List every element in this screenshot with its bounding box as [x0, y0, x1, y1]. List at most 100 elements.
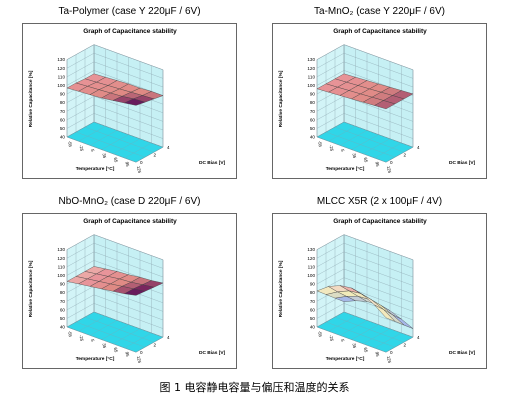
z-axis-label: Relative Capacitance [%] [278, 260, 284, 317]
floor-grid-line [78, 126, 106, 142]
x-tick-label: -25 [79, 335, 85, 343]
y-tick-label: 4 [417, 145, 420, 150]
z-tick-label: 70 [310, 299, 316, 304]
floor-grid-line [135, 147, 164, 163]
floor-grid-line [339, 320, 368, 336]
floor-grid-line [75, 131, 146, 158]
floor-grid-line [89, 130, 118, 146]
x-tick-label: 65 [113, 157, 119, 163]
floor-grid-line [316, 136, 387, 163]
floor-grid-line [343, 311, 414, 338]
floor-grid-line [351, 324, 379, 340]
x-tick-label: -55 [317, 330, 323, 338]
floor-grid-line [84, 126, 155, 153]
floor-grid-line [374, 142, 402, 159]
floor-grid-line [101, 324, 129, 340]
z-tick-label: 40 [60, 325, 66, 330]
surface-cell [123, 98, 146, 106]
chart-title: Graph of Capacitance stability [333, 28, 427, 35]
panel-title: MLCC X5R (2 x 100μF / 4V) [316, 196, 443, 207]
panel-title: Ta-Polymer (case Y 220μF / 6V) [58, 6, 201, 17]
x-tick-label: -55 [317, 140, 323, 148]
floor-grid-line [93, 311, 164, 338]
y-tick-label: 4 [167, 145, 170, 150]
z-tick-label: 100 [57, 273, 65, 278]
x-tick-label: 125 [136, 166, 142, 175]
x-tick-label: -55 [67, 140, 73, 148]
floor-grid-line [339, 130, 368, 146]
x-tick-label: 125 [386, 356, 392, 365]
surface-cell [374, 100, 396, 110]
x-axis-label: Temperature [°C] [326, 166, 365, 172]
chart-frame: Graph of Capacitance stability 130 120 110 1… [272, 23, 487, 179]
z-tick-label: 110 [308, 74, 316, 79]
z-tick-label: 60 [60, 117, 66, 122]
x-tick-label: 95 [375, 161, 381, 167]
x-axis-label: Temperature [°C] [76, 166, 115, 172]
surface-chart: Graph of Capacitance stability 130 120 110 1… [278, 218, 476, 365]
z-tick-label: 80 [310, 100, 316, 105]
y-axis-label: DC Bias [V] [199, 160, 226, 166]
chart-title: Graph of Capacitance stability [333, 218, 427, 225]
y-tick-label: 0 [390, 160, 393, 165]
y-tick-label: 0 [390, 350, 393, 355]
x-tick-label: 65 [113, 347, 119, 353]
floor-grid-line [135, 337, 164, 353]
z-tick-label: 40 [60, 135, 66, 140]
floor-grid-line [78, 316, 106, 332]
z-tick-label: 90 [60, 92, 66, 97]
x-tick-label: 65 [363, 157, 369, 163]
z-tick-label: 130 [307, 57, 315, 62]
z-tick-label: 120 [57, 256, 65, 261]
z-tick-label: 60 [60, 307, 66, 312]
side-wall [316, 234, 345, 328]
x-tick-label: 95 [125, 161, 131, 167]
floor-grid-line [66, 121, 95, 138]
y-tick-label: 4 [417, 335, 420, 340]
x-tick-label: 65 [363, 347, 369, 353]
z-tick-label: 40 [310, 325, 316, 330]
floor-grid-line [101, 134, 129, 150]
floor-grid-line [385, 337, 414, 353]
z-tick-label: 70 [60, 299, 66, 304]
z-tick-label: 50 [60, 126, 66, 131]
x-tick-label: 95 [125, 351, 131, 357]
floor-grid-line [316, 326, 387, 353]
floor-grid-line [316, 311, 345, 328]
x-tick-label: 95 [375, 351, 381, 357]
z-tick-label: 110 [308, 264, 316, 269]
floor-grid-line [325, 131, 396, 158]
floor-grid-line [334, 316, 405, 343]
floor-grid-line [66, 326, 137, 353]
chart-frame: Graph of Capacitance stability 130 120 110 1… [272, 213, 487, 369]
z-tick-label: 110 [58, 264, 66, 269]
z-tick-label: 120 [307, 66, 315, 71]
z-tick-label: 80 [60, 100, 66, 105]
y-axis-label: DC Bias [V] [449, 350, 476, 356]
floor-grid-line [328, 316, 356, 332]
y-axis-label: DC Bias [V] [199, 350, 226, 356]
z-tick-label: 50 [310, 316, 316, 321]
surface-chart: Graph of Capacitance stability 130 120 110 1… [28, 28, 226, 175]
floor-grid-line [89, 320, 118, 336]
z-tick-label: 40 [310, 135, 316, 140]
floor-grid-line [112, 138, 141, 154]
x-tick-label: -25 [329, 145, 335, 153]
floor-grid-line [351, 134, 379, 150]
panel-title: Ta-MnO₂ (case Y 220μF / 6V) [314, 6, 445, 17]
y-tick-label: 2 [154, 153, 157, 158]
floor-grid-line [112, 328, 141, 344]
y-tick-label: 2 [404, 343, 407, 348]
z-tick-label: 120 [307, 256, 315, 261]
floor-grid-line [75, 321, 146, 348]
z-axis-label: Relative Capacitance [%] [28, 70, 34, 127]
floor-grid-line [124, 142, 152, 159]
floor-grid-line [385, 147, 414, 163]
z-tick-label: 100 [57, 83, 65, 88]
z-tick-label: 50 [60, 316, 66, 321]
floor-grid-line [325, 321, 396, 348]
y-axis-label: DC Bias [V] [449, 160, 476, 166]
x-tick-label: 125 [136, 356, 142, 365]
floor-grid-line [316, 121, 345, 138]
y-tick-label: 4 [167, 335, 170, 340]
